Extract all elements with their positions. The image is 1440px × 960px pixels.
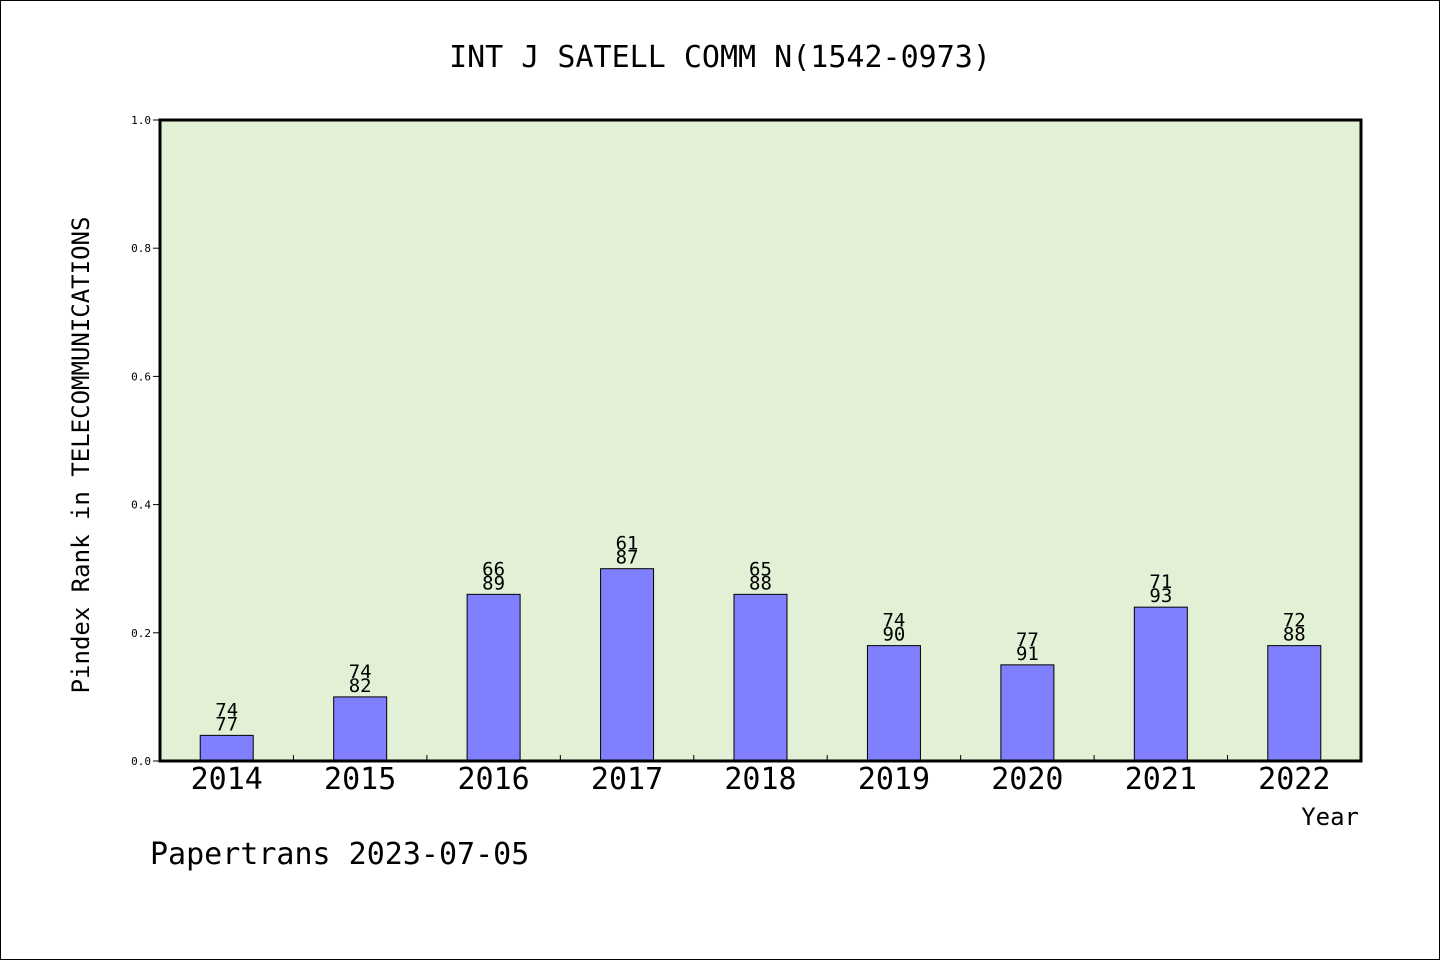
- bar: [1000, 664, 1055, 762]
- x-tick-label: 2018: [724, 762, 796, 797]
- bar-label-top: 77: [1016, 629, 1039, 651]
- x-axis: 2014 2015 2016 2017 2018 2019 2020 2021 2022: [191, 755, 1330, 797]
- bar-label-bottom: 90: [882, 624, 905, 646]
- bar: [199, 734, 254, 762]
- bar-label-bottom: 88: [1283, 624, 1306, 646]
- bar: [466, 593, 521, 762]
- bar-label-top: 66: [482, 558, 505, 580]
- bar-label-bottom: 88: [749, 572, 772, 594]
- bar: [333, 696, 388, 762]
- x-tick-label: 2021: [1125, 762, 1197, 797]
- x-tick-label: 2016: [457, 762, 529, 797]
- y-axis-label: Pindex Rank in TELECOMMUNICATIONS: [67, 217, 95, 694]
- x-tick-label: 2020: [991, 762, 1063, 797]
- bar-label-bottom: 93: [1149, 585, 1172, 607]
- chart-title: INT J SATELL COMM N(1542-0973): [449, 40, 991, 75]
- bar-label-top: 74: [215, 699, 238, 721]
- bar-label-top: 72: [1283, 610, 1306, 632]
- y-tick-label: 0.2: [131, 627, 151, 640]
- bar-label-top: 71: [1149, 571, 1172, 593]
- bar-label-bottom: 89: [482, 572, 505, 594]
- bar-label-top: 74: [349, 661, 372, 683]
- x-tick-label: 2014: [191, 762, 263, 797]
- y-tick-label: 0.6: [131, 370, 151, 383]
- x-tick-label: 2017: [591, 762, 663, 797]
- bar-label-bottom: 91: [1016, 643, 1039, 665]
- bar: [1267, 645, 1322, 762]
- y-tick-label: 0.0: [131, 755, 151, 768]
- y-axis: 0.0 0.2 0.4 0.6 0.8 1.0: [131, 114, 160, 768]
- x-tick-label: 2019: [858, 762, 930, 797]
- y-tick-label: 0.4: [131, 499, 151, 512]
- bar-label-top: 65: [749, 558, 772, 580]
- bar-label-bottom: 77: [215, 713, 238, 735]
- bar-label-bottom: 87: [616, 547, 639, 569]
- x-tick-label: 2015: [324, 762, 396, 797]
- bar-label-top: 74: [882, 610, 905, 632]
- watermark-text: Papertrans 2023-07-05: [150, 837, 529, 872]
- y-tick-label: 0.8: [131, 242, 151, 255]
- x-tick-label: 2022: [1258, 762, 1330, 797]
- bar: [866, 645, 921, 762]
- plot-border: [158, 118, 1363, 763]
- bar-label-bottom: 82: [349, 675, 372, 697]
- bar: [600, 568, 655, 762]
- bar: [1133, 606, 1188, 762]
- bar-label-top: 61: [616, 533, 639, 555]
- x-axis-label: Year: [1301, 803, 1359, 831]
- y-tick-label: 1.0: [131, 114, 151, 127]
- bar: [733, 593, 788, 762]
